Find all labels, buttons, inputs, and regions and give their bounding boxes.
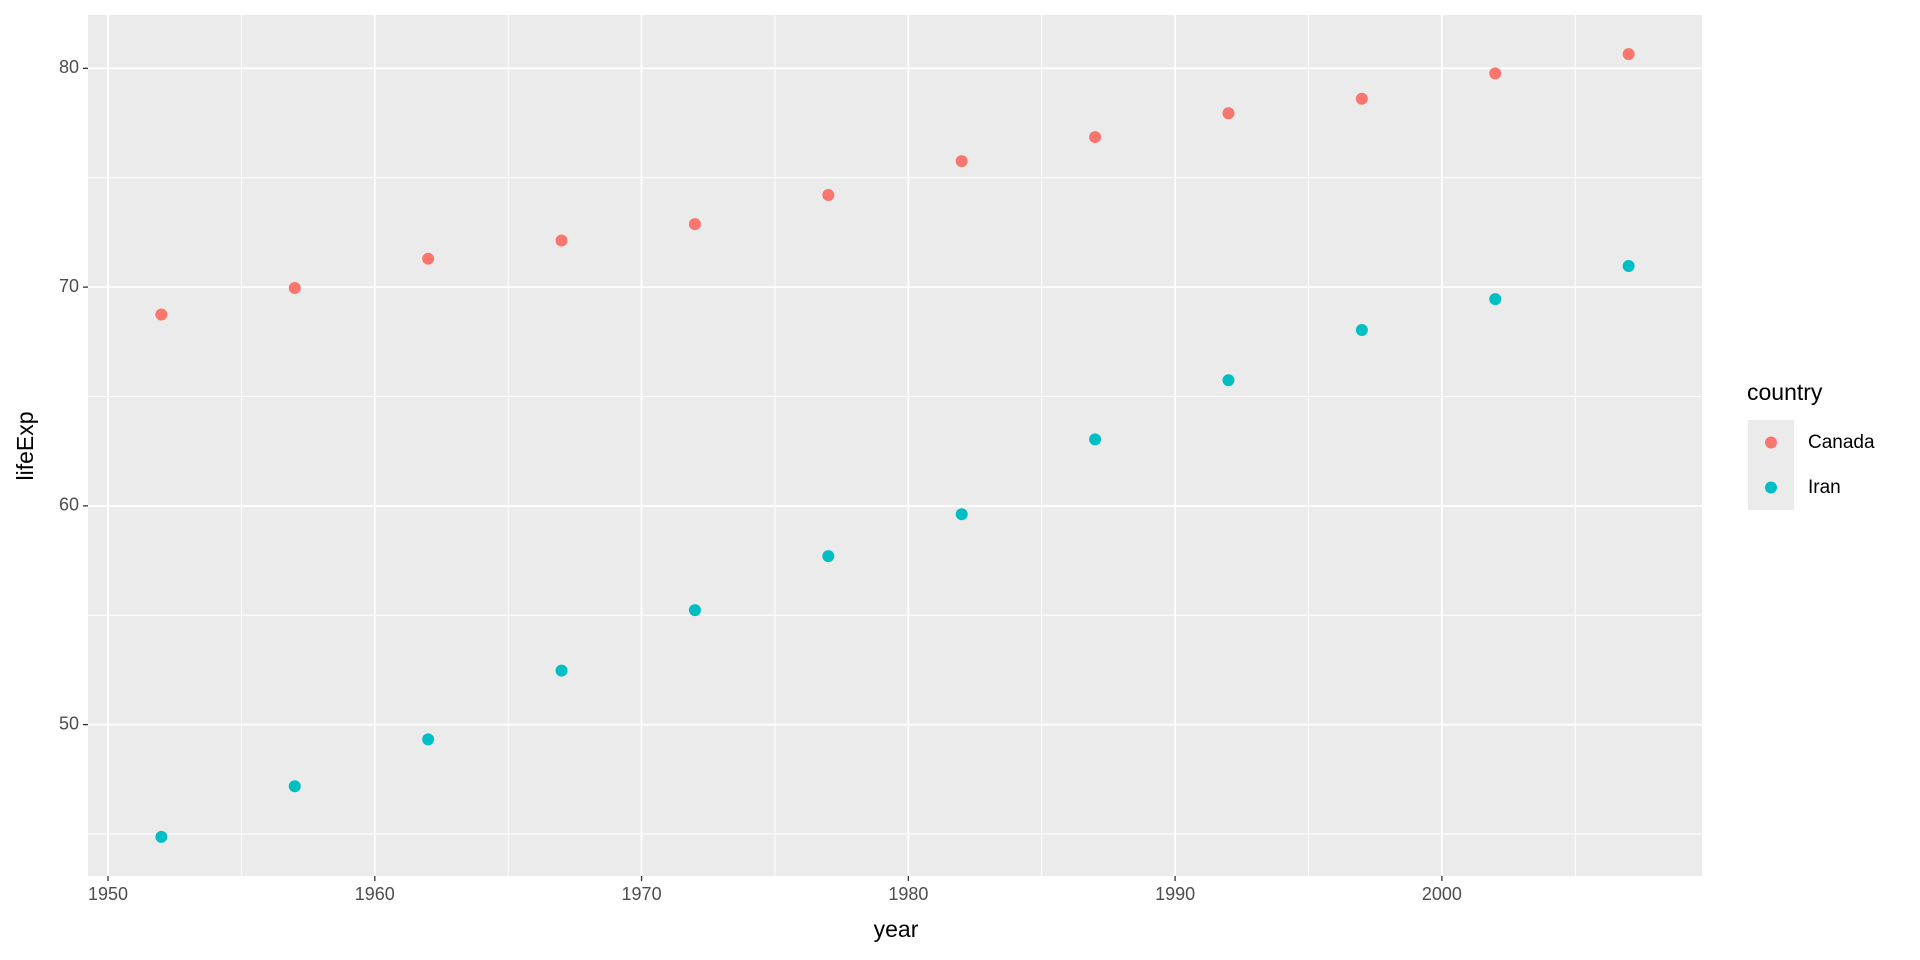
point <box>1622 48 1635 61</box>
y-tick-label: 80 <box>59 57 79 77</box>
grid <box>88 15 1702 876</box>
x-tick-label: 2000 <box>1422 884 1462 904</box>
point <box>1089 131 1102 144</box>
x-axis-title: year <box>874 916 919 942</box>
x-tick-label: 1990 <box>1155 884 1195 904</box>
point <box>1222 374 1235 387</box>
point <box>1355 92 1368 105</box>
legend-marker <box>1765 436 1777 449</box>
point <box>955 155 968 168</box>
point <box>1089 433 1102 446</box>
point <box>1489 293 1502 306</box>
points <box>155 48 1635 843</box>
x-tick-label: 1980 <box>888 884 928 904</box>
y-tick-label: 50 <box>59 713 79 733</box>
point <box>1622 260 1635 273</box>
legend-label: Canada <box>1808 432 1875 453</box>
point <box>822 189 835 202</box>
point <box>422 252 435 265</box>
point <box>955 508 968 521</box>
point <box>288 780 301 793</box>
point <box>688 218 701 231</box>
point <box>1222 107 1235 120</box>
x-tick-label: 1950 <box>88 884 128 904</box>
x-tick-label: 1970 <box>622 884 662 904</box>
point <box>288 282 301 294</box>
x-tick-label: 1960 <box>355 884 395 904</box>
legend-marker <box>1765 481 1777 494</box>
point <box>155 830 168 843</box>
point <box>1489 67 1502 80</box>
point <box>1355 323 1368 336</box>
legend-label: Iran <box>1808 477 1841 498</box>
y-tick-label: 60 <box>59 495 79 515</box>
panel <box>88 15 1702 876</box>
point <box>688 604 701 617</box>
point <box>555 234 568 247</box>
y-axis-title: lifeExp <box>12 411 38 480</box>
point <box>822 550 835 563</box>
y-tick-label: 70 <box>59 276 79 296</box>
point <box>155 308 168 321</box>
point <box>422 733 435 746</box>
point <box>555 664 568 677</box>
legend-title: country <box>1747 379 1823 405</box>
